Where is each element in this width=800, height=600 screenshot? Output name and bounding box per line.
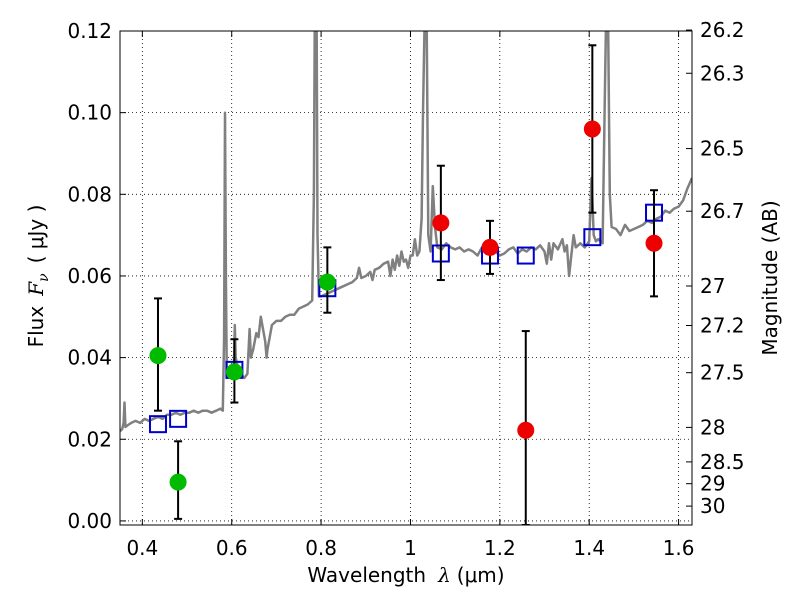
photometry-point xyxy=(583,120,601,138)
y-tick-label: 0.04 xyxy=(67,346,112,370)
x-axis-label: Wavelength λ (μm) xyxy=(307,563,504,587)
x-tick-label: 1.6 xyxy=(663,536,695,560)
y2-tick-label: 27.5 xyxy=(700,361,745,385)
y-tick-label: 0.10 xyxy=(67,101,112,125)
y-tick-label: 0.08 xyxy=(67,182,112,206)
y-tick-label: 0.06 xyxy=(67,264,112,288)
y2-tick-label: 26.7 xyxy=(700,199,745,223)
plot-frame xyxy=(119,30,693,526)
model-square-marker xyxy=(169,409,188,428)
ticks: 0.4 0.6 0.8 1 1.2 1.4 1.6 0.00 0.02 0.04 0.06 0.08 0… xyxy=(67,18,744,560)
model-square-marker xyxy=(516,246,535,265)
photometry-point xyxy=(517,421,535,439)
y2-axis-label: Magnitude (AB) xyxy=(758,200,782,355)
y2-tick-label: 30 xyxy=(700,494,725,518)
model-square-marker xyxy=(583,228,602,247)
photometry-point xyxy=(432,214,450,232)
model-square-marker xyxy=(148,415,167,434)
marker-layer xyxy=(148,44,664,525)
photometry-point xyxy=(645,234,663,252)
y-axis-label: FluxFν( μJy ) xyxy=(24,205,52,348)
y-tick-label: 0.12 xyxy=(67,19,112,43)
x-tick-label: 1.2 xyxy=(484,536,516,560)
y2-tick-label: 29 xyxy=(700,472,725,496)
photometry-point xyxy=(149,347,167,365)
y2-tick-label: 26.5 xyxy=(700,137,745,161)
photometry-point xyxy=(481,238,499,256)
y2-tick-label: 26.2 xyxy=(700,18,745,42)
y2-tick-label: 28 xyxy=(700,415,725,439)
spectrum-line xyxy=(120,31,692,433)
x-tick-label: 1 xyxy=(404,536,417,560)
photometry-point xyxy=(225,363,243,381)
photometry-point xyxy=(318,273,336,291)
y2-tick-label: 27.2 xyxy=(700,314,745,338)
y2-tick-label: 27 xyxy=(700,274,725,298)
plot-background xyxy=(120,31,692,525)
y2-tick-label: 26.3 xyxy=(700,61,745,85)
x-tick-label: 0.4 xyxy=(126,536,158,560)
y2-tick-label: 28.5 xyxy=(700,450,745,474)
x-tick-label: 0.8 xyxy=(305,536,337,560)
spectrum-layer xyxy=(120,31,692,433)
photometry-point xyxy=(169,473,187,491)
y-tick-label: 0.00 xyxy=(67,509,112,533)
x-tick-label: 0.6 xyxy=(216,536,248,560)
y-tick-label: 0.02 xyxy=(67,427,112,451)
x-tick-label: 1.4 xyxy=(573,536,605,560)
